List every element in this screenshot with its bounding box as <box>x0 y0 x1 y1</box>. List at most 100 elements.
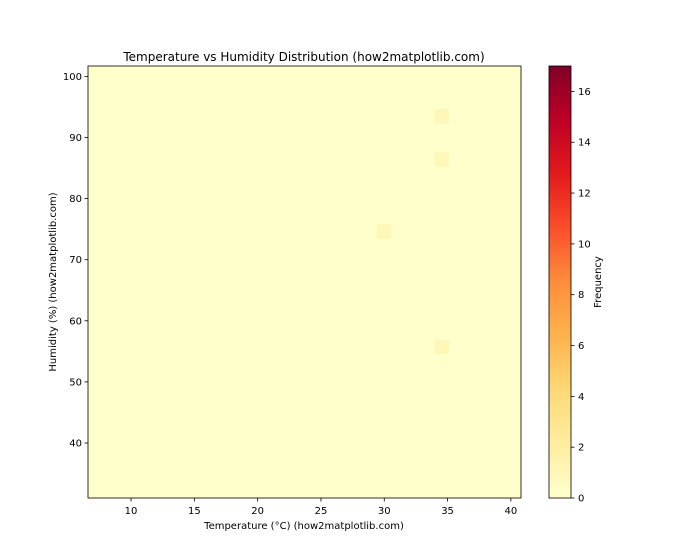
heatmap-cell <box>362 123 378 139</box>
heatmap-cell <box>160 296 176 312</box>
heatmap-cell <box>405 94 421 110</box>
heatmap-cell <box>506 138 522 153</box>
heatmap-cell <box>290 224 306 240</box>
heatmap-cell <box>347 325 363 341</box>
heatmap-cells <box>88 66 522 499</box>
heatmap-cell <box>203 224 219 240</box>
heatmap-cell <box>333 94 349 110</box>
heatmap-cell <box>347 94 363 110</box>
heatmap-cell <box>261 195 277 211</box>
heatmap-cell <box>217 238 233 254</box>
heatmap-cell <box>232 411 248 427</box>
heatmap-cell <box>506 368 522 384</box>
heatmap-cell <box>362 224 378 240</box>
heatmap-cell <box>116 440 132 456</box>
heatmap-cell <box>362 426 378 441</box>
heatmap-cell <box>477 426 493 441</box>
heatmap-cell <box>477 325 493 341</box>
heatmap-cell <box>362 267 378 283</box>
heatmap-cell <box>419 469 435 485</box>
heatmap-cell <box>203 94 219 110</box>
heatmap-cell <box>391 109 407 125</box>
heatmap-cell <box>448 368 464 384</box>
heatmap-cell <box>232 181 248 197</box>
heatmap-cell <box>362 253 378 269</box>
heatmap-cell <box>376 397 392 413</box>
heatmap-cell <box>232 368 248 384</box>
heatmap-cell <box>88 109 104 125</box>
heatmap-cell <box>434 483 450 499</box>
heatmap-cell <box>492 368 508 384</box>
heatmap-cell <box>102 440 118 456</box>
heatmap-cell <box>419 411 435 427</box>
heatmap-cell <box>333 296 349 312</box>
heatmap-cell <box>318 181 334 197</box>
heatmap-cell <box>492 123 508 139</box>
heatmap-cell <box>131 296 147 312</box>
heatmap-cell <box>434 339 450 355</box>
heatmap-cell <box>492 238 508 254</box>
heatmap-cell <box>347 368 363 384</box>
heatmap-cell <box>448 354 464 369</box>
heatmap-cell <box>376 109 392 125</box>
heatmap-cell <box>290 483 306 499</box>
heatmap-cell <box>376 66 392 81</box>
heatmap-cell <box>275 368 291 384</box>
heatmap-cell <box>160 210 176 225</box>
heatmap-cell <box>116 224 132 240</box>
heatmap-cell <box>304 166 320 182</box>
heatmap-cell <box>391 440 407 456</box>
heatmap-cell <box>232 483 248 499</box>
heatmap-cell <box>318 411 334 427</box>
heatmap-cell <box>232 123 248 139</box>
heatmap-cell <box>405 282 421 297</box>
heatmap-cell <box>347 181 363 197</box>
heatmap-cell <box>333 469 349 485</box>
heatmap-cell <box>131 440 147 456</box>
heatmap-cell <box>463 94 479 110</box>
heatmap-cell <box>506 325 522 341</box>
heatmap-cell <box>246 181 262 197</box>
heatmap-cell <box>318 368 334 384</box>
heatmap-cell <box>405 253 421 269</box>
heatmap-cell <box>232 267 248 283</box>
heatmap-cell <box>405 267 421 283</box>
heatmap-cell <box>203 339 219 355</box>
heatmap-cell <box>145 80 161 96</box>
heatmap-cell <box>88 267 104 283</box>
heatmap-cell <box>304 296 320 312</box>
heatmap-cell <box>261 109 277 125</box>
heatmap-cell <box>405 181 421 197</box>
heatmap-cell <box>189 354 205 369</box>
heatmap-cell <box>448 440 464 456</box>
heatmap-cell <box>318 80 334 96</box>
heatmap-cell <box>131 354 147 369</box>
heatmap-cell <box>347 440 363 456</box>
heatmap-cell <box>290 267 306 283</box>
heatmap-cell <box>217 109 233 125</box>
heatmap-cell <box>275 152 291 168</box>
heatmap-cell <box>333 354 349 369</box>
heatmap-cell <box>88 166 104 182</box>
heatmap-cell <box>391 267 407 283</box>
heatmap-cell <box>246 267 262 283</box>
heatmap-cell <box>174 454 190 470</box>
heatmap-cell <box>116 483 132 499</box>
heatmap-cell <box>232 397 248 413</box>
colorbar <box>548 65 572 499</box>
heatmap-cell <box>434 138 450 153</box>
heatmap-cell <box>88 123 104 139</box>
heatmap-cell <box>102 109 118 125</box>
x-tick-label: 20 <box>251 506 264 517</box>
heatmap-cell <box>333 325 349 341</box>
heatmap-cell <box>145 94 161 110</box>
heatmap-cell <box>477 210 493 225</box>
heatmap-cell <box>232 152 248 168</box>
heatmap-cell <box>189 138 205 153</box>
heatmap-cell <box>376 94 392 110</box>
heatmap-cell <box>116 382 132 398</box>
heatmap-cell <box>160 454 176 470</box>
heatmap-cell <box>189 310 205 326</box>
heatmap-cell <box>318 296 334 312</box>
heatmap-cell <box>275 166 291 182</box>
